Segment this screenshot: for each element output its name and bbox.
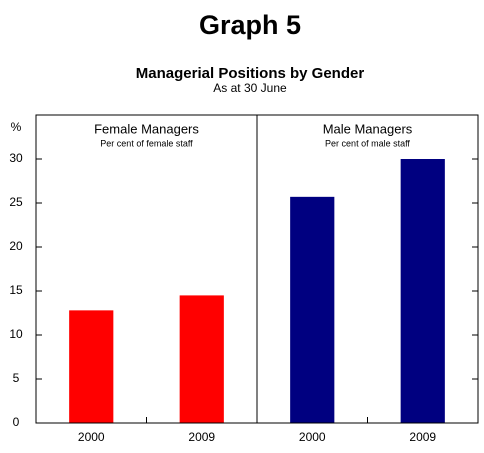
panel-title: Female Managers (94, 121, 199, 136)
y-tick-label: 20 (9, 239, 23, 253)
chart-note: As at 30 June (213, 81, 287, 95)
x-tick-label: 2000 (299, 430, 326, 444)
x-tick-label: 2009 (188, 430, 215, 444)
panel-subtitle: Per cent of male staff (325, 138, 410, 148)
bar (69, 310, 114, 423)
y-tick-label: 25 (9, 195, 23, 209)
x-tick-label: 2009 (409, 430, 436, 444)
y-tick-label: 10 (9, 327, 23, 341)
y-tick-label: 30 (9, 151, 23, 165)
y-axis-label: % (11, 120, 22, 134)
panel-subtitle: Per cent of female staff (100, 138, 193, 148)
plot-frame (35, 114, 479, 424)
y-tick-label: 0 (13, 415, 20, 429)
bar (400, 159, 445, 423)
chart-subtitle: Managerial Positions by Gender (136, 65, 365, 82)
bar (290, 196, 335, 423)
chart-title: Graph 5 (199, 10, 301, 40)
x-tick-label: 2000 (78, 430, 105, 444)
y-tick-label: 5 (13, 371, 20, 385)
panel-title: Male Managers (323, 121, 413, 136)
bar (179, 295, 224, 423)
y-tick-label: 15 (9, 283, 23, 297)
